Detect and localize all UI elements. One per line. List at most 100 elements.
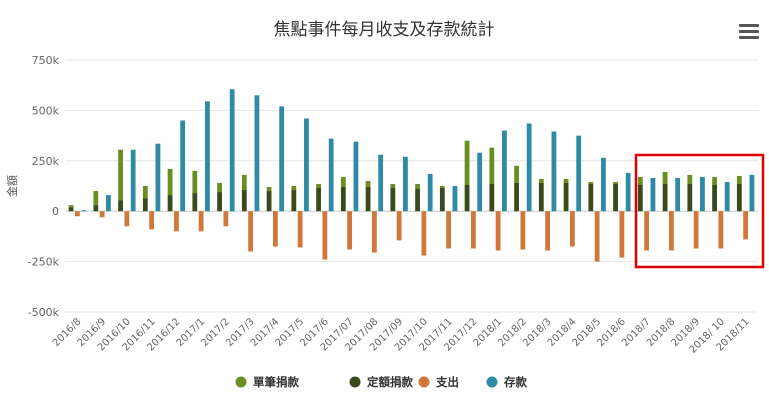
legend: 單筆捐款 定額捐款 支出 存款 [235,375,527,389]
bar-single-donation [316,183,321,189]
menu-line [739,30,759,33]
legend-label: 存款 [504,375,527,389]
bar-single-donation [588,181,594,184]
legend-marker [486,376,498,388]
bar-single-donation [266,187,272,192]
bar-savings [477,152,483,212]
bar-single-donation [439,186,445,189]
bar-savings [378,154,384,212]
bar-single-donation [489,147,495,184]
bar-savings [551,131,557,212]
bar-recurring-donation [613,183,618,212]
bar-single-donation [192,170,198,194]
bar-recurring-donation [167,195,173,212]
hamburger-menu-icon[interactable] [739,24,759,42]
bar-expense [347,211,353,250]
menu-line [739,36,759,39]
y-tick-label: 0 [52,205,59,218]
bar-recurring-donation [588,183,594,212]
bar-recurring-donation [439,188,445,212]
bar-expense [743,211,749,240]
bar-single-donation [687,174,693,184]
bar-savings [279,106,285,212]
bar-expense [495,211,501,251]
bar-single-donation [93,191,99,206]
menu-line [739,24,759,27]
bar-single-donation [662,171,668,184]
bar-savings [724,181,730,212]
bar-single-donation [365,180,371,188]
bar-recurring-donation [266,191,272,212]
bar-recurring-donation [464,184,470,212]
legend-label: 單筆捐款 [253,375,299,389]
bar-single-donation [736,175,742,184]
bar-recurring-donation [712,184,717,212]
legend-label: 支出 [435,375,459,389]
bar-single-donation [142,186,148,199]
bar-expense [693,211,699,249]
bar-expense [297,211,303,248]
bar-expense [322,211,328,260]
bar-savings [452,186,458,212]
legend-label: 定額捐款 [367,375,413,389]
bar-expense [124,211,130,227]
bar-recurring-donation [68,207,74,212]
bar-recurring-donation [390,188,396,212]
bar-expense [594,211,600,262]
bar-single-donation [613,181,618,184]
bar-single-donation [340,176,346,188]
bar-expense [470,211,476,249]
bars [68,89,755,262]
bar-savings [304,118,309,212]
bar-single-donation [514,165,519,183]
bar-recurring-donation [637,184,643,212]
bar-recurring-donation [538,182,544,212]
highlight-box [634,153,765,269]
bar-savings [427,173,433,212]
bar-expense [644,211,650,251]
bar-savings [526,123,532,212]
x-axis-ticks: 2016/82016/92016/102016/112016/122017/12… [51,316,752,355]
bar-recurring-donation [241,190,247,212]
chart-title: 焦點事件每月收支及存款統計 [274,20,495,40]
bar-savings [650,177,656,212]
bar-single-donation [217,182,222,193]
bar-savings [625,172,631,212]
bar-recurring-donation [514,182,519,212]
bar-expense [668,211,674,251]
bar-single-donation [712,176,717,185]
bar-savings [155,143,161,212]
bar-savings [353,141,359,212]
bar-recurring-donation [142,198,148,212]
bar-expense [569,211,575,247]
bar-single-donation [464,140,470,185]
bar-single-donation [167,168,173,196]
y-tick-label: 750k [32,54,60,67]
bar-savings [576,135,582,212]
bar-single-donation [637,176,643,185]
bar-single-donation [291,186,297,191]
bar-recurring-donation [662,183,668,212]
bar-recurring-donation [118,200,123,212]
bar-single-donation [538,178,544,183]
bar-expense [223,211,229,227]
bar-single-donation [241,174,247,191]
bar-savings [81,210,87,212]
bar-savings [700,176,705,212]
bar-recurring-donation [415,189,420,212]
bar-single-donation [563,178,569,183]
y-tick-label: 250k [32,155,60,168]
bar-expense [396,211,402,241]
bar-savings [328,138,334,212]
bar-expense [99,211,105,218]
bar-savings [229,89,235,212]
bar-expense [248,211,254,252]
y-tick-label: 500k [32,104,60,117]
bar-single-donation [68,205,74,208]
bar-expense [198,211,204,232]
bar-savings [601,157,606,212]
bar-expense [545,211,551,251]
bar-expense [520,211,526,250]
